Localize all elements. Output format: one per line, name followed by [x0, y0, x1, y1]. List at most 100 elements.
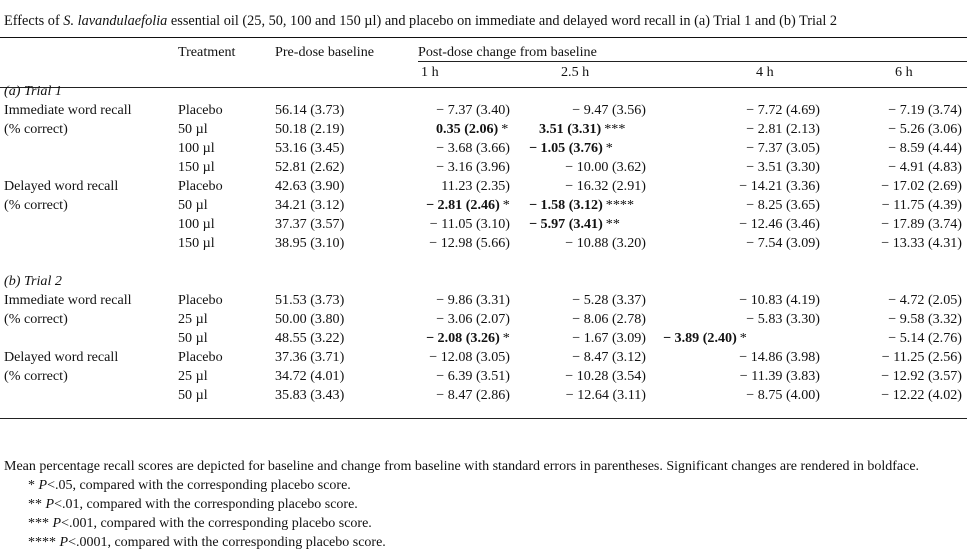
table-row: 50 µl 35.83 (3.43) − 8.47 (2.86) − 12.64 (3… [0, 386, 967, 405]
caption-species: S. lavandulaefolia [63, 13, 168, 29]
value-text: 3.51 (3.31) [539, 121, 602, 137]
value-text: − 5.97 (3.41) [529, 216, 603, 232]
value-cell: − 17.02 (2.69) [825, 177, 967, 196]
value-cell: − 3.68 (3.66) [418, 139, 521, 158]
value-text: − 7.54 (3.09) [746, 235, 820, 251]
row-label: (% correct) [4, 121, 68, 137]
bottom-rule [0, 418, 967, 419]
footnote-text: <.001, compared with the corresponding p… [61, 516, 372, 531]
value-cell: − 1.05 (3.76) * [521, 139, 655, 158]
value-text: − 9.58 (3.32) [888, 311, 962, 327]
row-label: Immediate word recall [4, 292, 132, 308]
table-row: (% correct) 50 µl 50.18 (2.19) 0.35 (2.06) *… [0, 120, 967, 139]
caption-prefix: Effects of [4, 13, 64, 29]
footnote-text: <.0001, compared with the corresponding … [68, 535, 386, 550]
row-label [0, 158, 178, 177]
value-text: − 4.72 (2.05) [888, 292, 962, 308]
value-cell: − 12.22 (4.02) [825, 386, 967, 405]
header-treatment: Treatment [178, 44, 236, 60]
spacer-cell [0, 253, 967, 272]
significance-mark: **** [605, 197, 634, 213]
value-text: − 16.32 (2.91) [565, 178, 646, 194]
value-text: − 7.19 (3.74) [888, 102, 962, 118]
header-rule [0, 87, 967, 88]
value-text: − 12.46 (3.46) [739, 216, 820, 232]
footnote: **** P<.0001, compared with the correspo… [4, 533, 962, 552]
header-time-1h: 1 h [421, 64, 439, 80]
value-text: − 5.28 (3.37) [572, 292, 646, 308]
value-cell: − 2.08 (3.26) * [418, 329, 521, 348]
value-cell: − 10.88 (3.20) [521, 234, 655, 253]
header-row-1: Treatment Pre-dose baseline Post-dose ch… [0, 42, 967, 62]
header-time-6h: 6 h [895, 64, 913, 80]
value-cell: − 8.59 (4.44) [825, 139, 967, 158]
value-text: − 3.16 (3.96) [436, 159, 510, 175]
footnote-mark: *** [28, 516, 49, 531]
value-cell: − 9.47 (3.56) [521, 101, 655, 120]
row-label: Delayed word recall [4, 349, 119, 365]
value-text: − 3.06 (2.07) [436, 311, 510, 327]
value-text: − 12.98 (5.66) [429, 235, 510, 251]
baseline-cell: 38.95 (3.10) [275, 235, 345, 251]
value-cell: − 6.39 (3.51) [418, 367, 521, 386]
section-title: (a) Trial 1 [4, 83, 62, 99]
significance-mark: * [502, 197, 510, 213]
value-text: − 5.14 (2.76) [888, 330, 962, 346]
significance-mark: * [739, 330, 747, 346]
baseline-cell: 34.72 (4.01) [275, 368, 345, 384]
section-title: (b) Trial 2 [4, 273, 62, 289]
value-cell: − 1.58 (3.12) **** [521, 196, 655, 215]
value-text: − 7.37 (3.05) [746, 140, 820, 156]
value-cell: − 3.16 (3.96) [418, 158, 521, 177]
baseline-cell: 51.53 (3.73) [275, 292, 345, 308]
value-cell: − 5.97 (3.41) ** [521, 215, 655, 234]
value-text: − 5.83 (3.30) [746, 311, 820, 327]
value-cell: − 10.28 (3.54) [521, 367, 655, 386]
value-text: − 11.05 (3.10) [429, 216, 510, 232]
value-text: − 9.47 (3.56) [572, 102, 646, 118]
footnote-p: P [52, 516, 62, 531]
value-text: − 7.37 (3.40) [436, 102, 510, 118]
table-row: 50 µl 48.55 (3.22) − 2.08 (3.26) * − 1.67 (3… [0, 329, 967, 348]
treatment-cell: 150 µl [178, 235, 215, 251]
value-cell: − 7.37 (3.40) [418, 101, 521, 120]
row-label: (% correct) [4, 311, 68, 327]
table-row: 100 µl 53.16 (3.45) − 3.68 (3.66) − 1.05 (3… [0, 139, 967, 158]
footnote-text: <.01, compared with the corresponding pl… [54, 497, 358, 512]
value-text: − 11.75 (4.39) [881, 197, 962, 213]
value-cell: − 4.72 (2.05) [825, 291, 967, 310]
row-label: Delayed word recall [4, 178, 119, 194]
table-row: Delayed word recall Placebo 37.36 (3.71) − … [0, 348, 967, 367]
footnote-p: P [38, 478, 48, 493]
value-text: − 9.86 (3.31) [436, 292, 510, 308]
value-cell: 0.35 (2.06) * [418, 120, 521, 139]
treatment-cell: 50 µl [178, 121, 208, 137]
row-label: (% correct) [4, 368, 68, 384]
value-cell: − 12.64 (3.11) [521, 386, 655, 405]
header-row-2: 1 h 2.5 h 4 h 6 h [0, 62, 967, 82]
baseline-cell: 34.21 (3.12) [275, 197, 345, 213]
table-notes: Mean percentage recall scores are depict… [4, 457, 962, 552]
value-text: − 10.28 (3.54) [565, 368, 646, 384]
value-cell: − 8.75 (4.00) [655, 386, 825, 405]
header-time-4h: 4 h [756, 64, 774, 80]
baseline-cell: 50.18 (2.19) [275, 121, 345, 137]
baseline-cell: 42.63 (3.90) [275, 178, 345, 194]
caption-suffix: essential oil (25, 50, 100 and 150 µl) a… [167, 13, 838, 29]
footnote: * P<.05, compared with the corresponding… [4, 476, 962, 495]
row-label: Immediate word recall [4, 102, 132, 118]
significance-mark: * [605, 140, 613, 156]
value-text: − 8.06 (2.78) [572, 311, 646, 327]
footnote-mark: ** [28, 497, 42, 512]
table-row: (% correct) 50 µl 34.21 (3.12) − 2.81 (2.46… [0, 196, 967, 215]
value-text: − 1.05 (3.76) [529, 140, 603, 156]
value-text: − 5.26 (3.06) [888, 121, 962, 137]
footnote-mark: **** [28, 535, 56, 550]
baseline-cell: 37.37 (3.57) [275, 216, 345, 232]
results-table: Treatment Pre-dose baseline Post-dose ch… [0, 42, 967, 405]
value-cell: − 8.06 (2.78) [521, 310, 655, 329]
baseline-cell: 52.81 (2.62) [275, 159, 345, 175]
treatment-cell: 25 µl [178, 368, 208, 384]
section-row: (b) Trial 2 [0, 272, 967, 291]
value-text: − 11.25 (2.56) [881, 349, 962, 365]
